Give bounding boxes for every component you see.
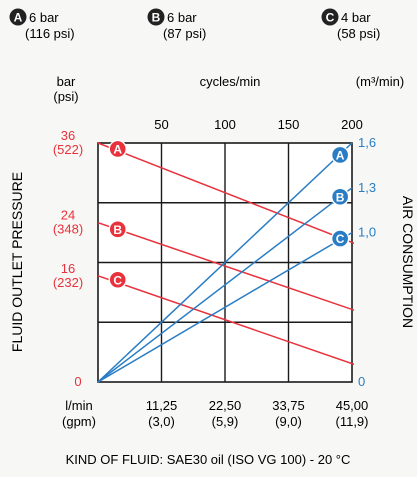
y2-axis-title: AIR CONSUMPTION [400, 196, 416, 328]
y-tick-label: 36 [61, 128, 75, 143]
legend-item-c: C 4 bar(58 psi) [321, 8, 380, 41]
pressure-marker-c: C [108, 270, 127, 289]
series-lines [97, 142, 354, 383]
legend-item-b: B 6 bar(87 psi) [147, 8, 206, 41]
x-bottom-tick-label: 45,00 [336, 398, 369, 413]
air-line-a [97, 142, 353, 383]
y-tick-sublabel: (522) [53, 142, 83, 157]
x-top-axis-unit: cycles/min [200, 74, 261, 89]
air-marker-a-dot [330, 145, 350, 165]
air-marker-b-dot [330, 187, 350, 206]
tick-labels: 50 100 150 200 11,25(3,0) 22,50(5,9) 33,75(9,0… [53, 117, 376, 429]
air-marker-b: B [330, 187, 350, 206]
y2-axis-unit: (m³/min) [356, 74, 404, 89]
legend-item-a: A 6 bar(116 psi) [9, 8, 75, 41]
pressure-marker-b-letter: B [113, 223, 122, 237]
x-bottom-tick-sublabel: (3,0) [148, 414, 175, 429]
y-axis-title: FLUID OUTLET PRESSURE [9, 172, 25, 352]
pressure-marker-c-letter: C [113, 273, 122, 287]
legend-badge-letter: C [326, 11, 335, 25]
x-bottom-axis-unit-lmin: l/min [65, 398, 92, 413]
y-tick-label: 24 [61, 208, 75, 223]
y-axis-unit-bar: bar [57, 74, 76, 89]
pressure-marker-b-dot [108, 220, 127, 239]
y2-tick-label: 1,3 [358, 180, 376, 195]
air-line-b [97, 187, 353, 383]
legend-badge-letter: A [14, 11, 23, 25]
footer-note: KIND OF FLUID: SAE30 oil (ISO VG 100) - … [66, 452, 351, 467]
pressure-marker-a-letter: A [113, 142, 122, 156]
legend-sublabel: (58 psi) [337, 26, 380, 41]
x-bottom-tick-label: 11,25 [146, 398, 178, 413]
series-markers: A B C A B C [108, 139, 350, 289]
x-top-tick-label: 50 [154, 117, 168, 132]
y2-tick-label: 0 [358, 374, 365, 389]
legend-label: 6 bar [167, 10, 197, 25]
air-marker-c: C [330, 229, 350, 248]
legend-badge [9, 8, 27, 26]
legend-badge [147, 8, 165, 26]
pressure-line-a [97, 142, 354, 244]
legend-badge-letter: B [152, 11, 161, 25]
y-tick-label: 0 [74, 374, 81, 389]
pressure-line-c [97, 275, 354, 366]
legend-label: 6 bar [29, 10, 59, 25]
air-marker-b-letter: B [336, 190, 345, 204]
x-bottom-tick-sublabel: (9,0) [275, 414, 302, 429]
legend-sublabel: (116 psi) [25, 26, 75, 41]
air-marker-c-dot [330, 229, 350, 248]
air-marker-a: A [330, 145, 350, 165]
y-tick-sublabel: (348) [53, 222, 83, 237]
x-bottom-tick-label: 22,50 [209, 398, 242, 413]
x-top-tick-label: 200 [341, 117, 363, 132]
pressure-marker-c-dot [108, 270, 127, 289]
y-tick-sublabel: (232) [53, 275, 83, 290]
pressure-line-b [97, 221, 354, 311]
y2-tick-label: 1,6 [358, 135, 376, 150]
pressure-marker-a: A [108, 139, 127, 159]
x-top-tick-label: 150 [278, 117, 300, 132]
air-marker-a-letter: A [336, 148, 345, 162]
legend-sublabel: (87 psi) [163, 26, 206, 41]
legend-badge [321, 8, 339, 26]
air-marker-c-letter: C [336, 232, 345, 246]
y-axis-unit-psi: (psi) [53, 89, 78, 104]
pressure-marker-b: B [108, 220, 127, 239]
x-bottom-tick-sublabel: (5,9) [212, 414, 239, 429]
x-bottom-tick-label: 33,75 [272, 398, 305, 413]
x-top-tick-label: 100 [214, 117, 236, 132]
y2-tick-label: 1,0 [358, 225, 376, 240]
legend-label: 4 bar [341, 10, 371, 25]
y-tick-label: 16 [61, 261, 75, 276]
x-bottom-tick-sublabel: (11,9) [336, 414, 369, 429]
air-line-c [97, 231, 353, 383]
x-bottom-axis-unit-gpm: (gpm) [62, 414, 96, 429]
pressure-marker-a-dot [108, 139, 127, 159]
